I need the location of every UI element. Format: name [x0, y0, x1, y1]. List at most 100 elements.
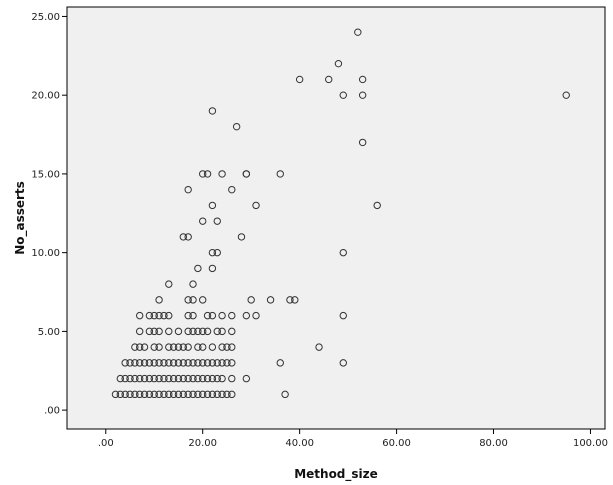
- plot-area: [66, 6, 606, 430]
- data-point: [150, 311, 158, 320]
- data-point: [160, 311, 168, 320]
- data-point: [189, 359, 197, 367]
- data-point: [165, 390, 173, 399]
- y-tick-label: 15.00: [31, 169, 60, 180]
- data-point: [160, 359, 168, 367]
- data-point: [121, 390, 129, 399]
- data-point: [223, 359, 231, 367]
- x-tick-label: .00: [98, 438, 114, 449]
- data-point: [155, 374, 163, 383]
- data-point: [140, 374, 149, 383]
- data-point: [203, 374, 212, 383]
- y-tick-label: .00: [44, 406, 60, 417]
- data-point: [242, 374, 251, 383]
- data-point: [179, 233, 188, 241]
- data-point: [199, 217, 207, 225]
- data-point: [189, 311, 197, 320]
- data-point: [165, 343, 173, 351]
- data-point: [179, 343, 188, 351]
- data-point: [208, 107, 217, 115]
- data-point: [315, 343, 323, 351]
- data-point: [126, 374, 134, 383]
- data-point: [218, 170, 226, 178]
- data-point: [179, 374, 188, 383]
- data-point: [184, 390, 192, 399]
- data-point: [339, 359, 347, 367]
- x-tick-label: 60.00: [382, 438, 411, 449]
- y-tick-label: 20.00: [31, 91, 60, 102]
- data-point: [242, 311, 251, 320]
- data-point: [228, 343, 236, 351]
- data-point: [179, 390, 188, 399]
- data-point: [189, 280, 197, 288]
- data-point: [286, 296, 294, 304]
- data-point: [150, 390, 158, 399]
- data-point: [174, 327, 183, 336]
- data-point: [165, 374, 173, 383]
- data-point: [208, 374, 217, 383]
- data-point: [116, 390, 125, 399]
- data-point: [223, 343, 231, 351]
- y-tick-label: 10.00: [31, 248, 60, 259]
- data-point: [325, 75, 333, 84]
- data-point: [218, 311, 226, 320]
- data-point: [184, 327, 192, 336]
- x-axis-title: Method_size: [294, 467, 378, 482]
- data-point: [165, 327, 173, 336]
- data-point: [339, 91, 347, 99]
- data-point: [208, 201, 217, 210]
- data-point: [169, 374, 178, 383]
- data-point: [203, 359, 212, 367]
- data-point: [126, 390, 134, 399]
- data-point: [169, 359, 178, 367]
- data-point: [189, 296, 197, 304]
- data-point: [223, 390, 231, 399]
- data-point: [339, 248, 347, 257]
- data-point: [218, 343, 226, 351]
- data-point: [208, 343, 217, 351]
- data-point: [237, 233, 246, 241]
- data-point: [213, 327, 221, 336]
- data-point: [281, 390, 289, 399]
- data-point: [155, 311, 163, 320]
- data-point: [199, 390, 207, 399]
- data-point: [213, 217, 221, 225]
- data-point: [155, 327, 163, 336]
- data-point: [155, 390, 163, 399]
- data-point: [218, 359, 226, 367]
- x-tick-label: 100.00: [573, 438, 608, 449]
- data-point: [189, 327, 197, 336]
- data-point: [121, 374, 129, 383]
- data-point: [165, 311, 173, 320]
- x-tick-label: 40.00: [285, 438, 314, 449]
- data-point: [291, 296, 299, 304]
- data-point: [252, 311, 260, 320]
- data-point: [184, 296, 192, 304]
- data-point: [354, 28, 362, 36]
- data-point: [358, 91, 367, 99]
- data-point: [136, 327, 144, 336]
- data-point: [184, 185, 192, 194]
- data-point: [562, 91, 570, 99]
- data-point: [208, 311, 217, 320]
- data-point: [194, 359, 202, 367]
- data-point: [228, 390, 236, 399]
- data-point: [169, 343, 178, 351]
- data-point: [155, 359, 163, 367]
- data-points: [111, 28, 570, 399]
- data-point: [131, 343, 139, 351]
- data-point: [165, 359, 173, 367]
- data-point: [218, 374, 226, 383]
- data-point: [174, 343, 183, 351]
- data-point: [373, 201, 381, 210]
- data-point: [189, 390, 197, 399]
- y-tick-label: 5.00: [38, 327, 60, 338]
- data-point: [194, 390, 202, 399]
- data-point: [194, 343, 202, 351]
- data-point: [339, 311, 347, 320]
- data-point: [242, 170, 251, 178]
- data-point: [111, 390, 120, 399]
- data-point: [150, 374, 158, 383]
- data-point: [179, 359, 188, 367]
